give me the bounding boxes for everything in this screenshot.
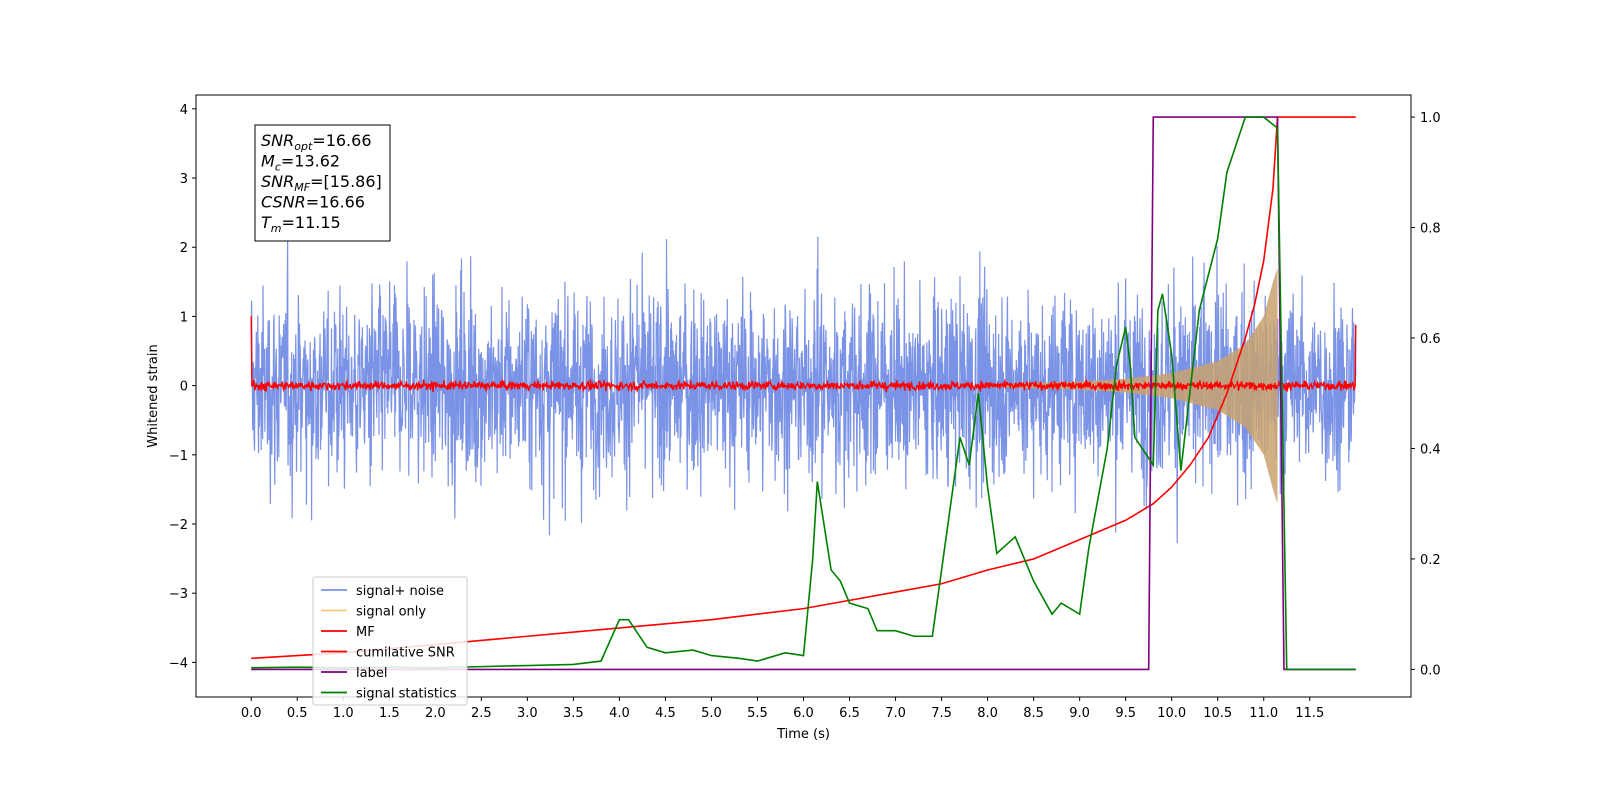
y2-tick-label: 0.0 xyxy=(1420,663,1441,678)
legend: signal+ noise signal only MF cumilative SNR… xyxy=(312,576,468,706)
x-tick-label: 10.0 xyxy=(1157,706,1186,721)
x-axis-label: Time (s) xyxy=(776,727,830,742)
y-tick-label: 3 xyxy=(180,172,188,187)
x-tick-label: 4.0 xyxy=(609,706,630,721)
x-tick-label: 5.5 xyxy=(747,706,768,721)
annotation-line: SNRopt=16.66 xyxy=(261,131,372,153)
x-tick-label: 8.5 xyxy=(1023,706,1044,721)
y-axis-right: 0.0 0.2 0.4 0.6 0.8 1.0 xyxy=(1411,111,1441,678)
x-tick-label: 8.0 xyxy=(977,706,998,721)
x-tick-label: 4.5 xyxy=(655,706,676,721)
y2-tick-label: 0.4 xyxy=(1420,442,1441,457)
series-cumilative-snr xyxy=(251,116,1356,660)
annotation-line: CSNR=16.66 xyxy=(261,193,365,212)
annotation-line: Tm=11.15 xyxy=(261,213,341,235)
x-tick-label: 9.0 xyxy=(1069,706,1090,721)
x-tick-label: 1.5 xyxy=(379,706,400,721)
annotation-line: SNRMF=[15.86] xyxy=(261,172,382,194)
x-tick-label: 10.5 xyxy=(1203,706,1232,721)
y-tick-label: −1 xyxy=(169,449,188,464)
x-tick-label: 9.5 xyxy=(1115,706,1136,721)
legend-label: signal only xyxy=(356,605,426,620)
x-tick-label: 3.0 xyxy=(517,706,538,721)
y2-tick-label: 0.2 xyxy=(1420,553,1441,568)
y2-tick-label: 1.0 xyxy=(1420,111,1441,126)
x-tick-label: 3.5 xyxy=(563,706,584,721)
y-tick-label: 0 xyxy=(180,380,188,395)
x-tick-label: 5.0 xyxy=(701,706,722,721)
x-tick-label: 0.0 xyxy=(241,706,262,721)
series-mf xyxy=(250,316,1357,393)
annotation-frame xyxy=(254,124,391,242)
legend-label: cumilative SNR xyxy=(356,646,455,661)
y-tick-label: −2 xyxy=(169,518,188,533)
x-axis: 0.0 0.5 1.0 1.5 2.0 2.5 3.0 3.5 4.0 4.5 5.0 5.5 6.0 6… xyxy=(241,697,1324,721)
y-tick-label: 4 xyxy=(180,103,188,118)
x-tick-label: 0.5 xyxy=(287,706,308,721)
y-tick-label: −3 xyxy=(169,587,188,602)
x-tick-label: 2.0 xyxy=(425,706,446,721)
legend-label: MF xyxy=(356,625,375,640)
x-tick-label: 6.5 xyxy=(839,706,860,721)
x-tick-label: 1.0 xyxy=(333,706,354,721)
legend-label: signal statistics xyxy=(356,687,457,702)
legend-label: label xyxy=(356,666,387,681)
legend-label: signal+ noise xyxy=(356,584,444,599)
y-axis-label: Whitened strain xyxy=(146,344,161,447)
series-signal-statistics xyxy=(251,116,1356,671)
x-tick-label: 11.0 xyxy=(1249,706,1278,721)
annotation-line: Mc=13.62 xyxy=(261,152,340,174)
y2-tick-label: 0.6 xyxy=(1420,332,1441,347)
y-tick-label: 1 xyxy=(180,310,188,325)
y2-tick-label: 0.8 xyxy=(1420,222,1441,237)
x-tick-label: 6.0 xyxy=(793,706,814,721)
annotation-box: SNRopt=16.66Mc=13.62SNRMF=[15.86]CSNR=16… xyxy=(254,124,391,242)
y-axis-left: −4 −3 −2 −1 0 1 2 3 4 xyxy=(169,103,196,671)
x-tick-label: 2.5 xyxy=(471,706,492,721)
y-tick-label: 2 xyxy=(180,241,188,256)
legend-frame xyxy=(312,576,468,706)
x-tick-label: 7.5 xyxy=(931,706,952,721)
x-tick-label: 7.0 xyxy=(885,706,906,721)
y-tick-label: −4 xyxy=(169,656,188,671)
x-tick-label: 11.5 xyxy=(1295,706,1324,721)
